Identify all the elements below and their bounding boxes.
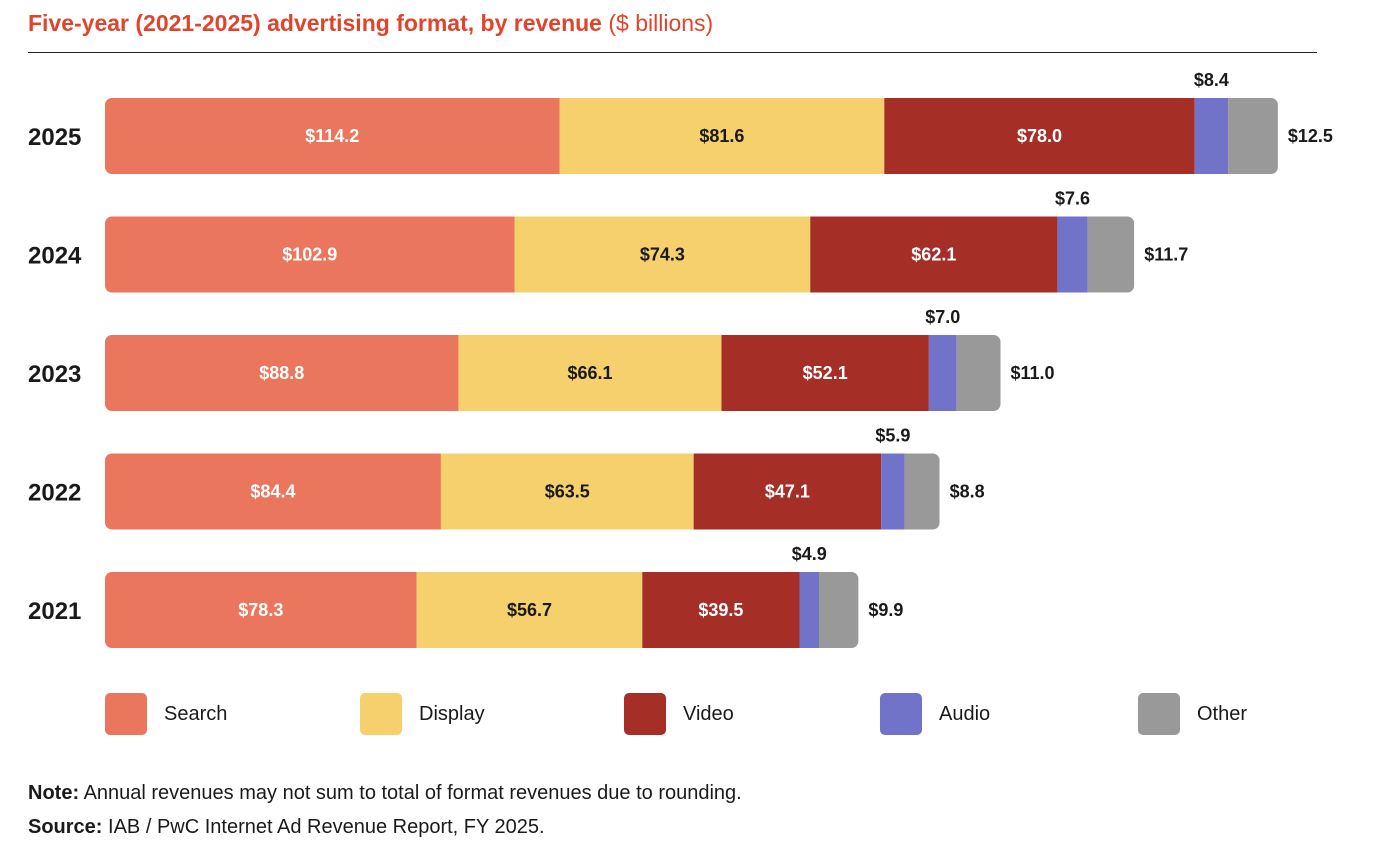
- bar-segment-search-2025: [105, 98, 560, 174]
- bar-segment-video-2023: [721, 335, 929, 411]
- bar-segment-display-2023: [458, 335, 722, 411]
- year-label-2021: 2021: [28, 598, 81, 625]
- legend-item-display: Display: [360, 692, 485, 736]
- legend-item-search: Search: [105, 692, 227, 736]
- bar-segment-search-2023: [105, 335, 459, 411]
- data-label-audio-2024: $7.6: [1055, 189, 1090, 209]
- data-label-audio-2022: $5.9: [875, 426, 910, 446]
- chart-title-main: Five-year (2021-2025) advertising format…: [28, 10, 602, 36]
- data-label-other-2025: $12.5: [1288, 126, 1333, 146]
- chart-title: Five-year (2021-2025) advertising format…: [28, 8, 713, 38]
- year-label-2024: 2024: [28, 243, 82, 270]
- year-label-2025: 2025: [28, 124, 81, 151]
- chart-notes: Note: Annual revenues may not sum to tot…: [28, 776, 742, 844]
- data-label-other-2023: $11.0: [1011, 363, 1055, 383]
- data-label-other-2021: $9.9: [868, 600, 903, 620]
- bar-segment-video-2025: [884, 98, 1195, 174]
- data-label-display-2025: $81.6: [699, 126, 744, 146]
- year-label-2023: 2023: [28, 361, 81, 388]
- data-label-video-2025: $78.0: [1017, 126, 1062, 146]
- title-divider: [28, 52, 1317, 53]
- data-label-display-2023: $66.1: [567, 363, 612, 383]
- bar-row-2022: 2022 $84.4 $63.5 $47.1 $5.9 $8.8: [28, 426, 985, 530]
- data-label-video-2021: $39.5: [698, 600, 743, 620]
- legend-item-audio: Audio: [880, 692, 990, 736]
- data-label-video-2023: $52.1: [803, 363, 848, 383]
- bar-segment-audio-2023: [928, 335, 957, 411]
- bar-segment-search-2021: [105, 572, 417, 648]
- legend-swatch-other: [1138, 693, 1180, 735]
- data-label-audio-2021: $4.9: [792, 544, 827, 564]
- data-label-search-2025: $114.2: [305, 126, 359, 146]
- legend-label-search: Search: [164, 702, 228, 725]
- bar-segment-audio-2024: [1057, 216, 1088, 293]
- data-label-display-2024: $74.3: [640, 245, 685, 265]
- bar-segment-display-2025: [559, 98, 885, 174]
- bar-segment-other-2024: [1087, 216, 1135, 293]
- note-text: Annual revenues may not sum to total of …: [83, 782, 742, 804]
- legend-swatch-display: [360, 693, 402, 735]
- legend-label-display: Display: [419, 702, 485, 725]
- source-line: Source: IAB / PwC Internet Ad Revenue Re…: [28, 810, 742, 844]
- data-label-search-2021: $78.3: [238, 600, 283, 620]
- source-label: Source:: [28, 816, 103, 838]
- bar-row-2021: 2021 $78.3 $56.7 $39.5 $4.9 $9.9: [28, 544, 903, 648]
- bar-segment-search-2024: [105, 216, 515, 293]
- chart-legend: Search Display Video Audio Other: [0, 692, 1386, 736]
- data-label-audio-2025: $8.4: [1194, 70, 1229, 90]
- legend-label-audio: Audio: [939, 702, 991, 725]
- legend-swatch-video: [624, 693, 666, 735]
- bar-row-2025: 2025 $114.2 $81.6 $78.0 $8.4 $12.5: [28, 70, 1333, 174]
- data-label-other-2024: $11.7: [1144, 245, 1188, 265]
- bar-segment-other-2025: [1228, 98, 1278, 174]
- source-text: IAB / PwC Internet Ad Revenue Report, FY…: [108, 816, 545, 838]
- bar-segment-display-2024: [514, 216, 811, 293]
- legend-label-other: Other: [1197, 702, 1248, 725]
- data-label-audio-2023: $7.0: [925, 307, 960, 327]
- bar-segment-other-2022: [904, 453, 940, 530]
- chart-title-unit: ($ billions): [608, 10, 714, 36]
- data-label-search-2024: $102.9: [282, 245, 337, 265]
- legend-item-video: Video: [624, 692, 734, 736]
- bar-row-2023: 2023 $88.8 $66.1 $52.1 $7.0 $11.0: [28, 307, 1055, 411]
- note-label: Note:: [28, 782, 80, 804]
- data-label-display-2021: $56.7: [507, 600, 552, 620]
- bar-segment-video-2024: [810, 216, 1058, 293]
- bar-row-2024: 2024 $102.9 $74.3 $62.1 $7.6 $11.7: [28, 189, 1188, 293]
- bar-segment-video-2022: [693, 453, 882, 530]
- data-label-search-2023: $88.8: [259, 363, 304, 383]
- legend-item-other: Other: [1138, 692, 1247, 736]
- legend-swatch-search: [105, 693, 147, 735]
- bar-segment-display-2021: [416, 572, 643, 648]
- bar-segment-audio-2021: [799, 572, 820, 648]
- year-label-2022: 2022: [28, 480, 81, 507]
- bar-segment-search-2022: [105, 453, 441, 530]
- bar-segment-video-2021: [642, 572, 800, 648]
- bar-segment-audio-2022: [881, 453, 905, 530]
- bar-segment-other-2021: [819, 572, 859, 648]
- bar-segment-other-2023: [956, 335, 1001, 411]
- note-line: Note: Annual revenues may not sum to tot…: [28, 776, 742, 810]
- data-label-other-2022: $8.8: [950, 482, 985, 502]
- data-label-display-2022: $63.5: [545, 482, 590, 502]
- bar-segment-audio-2025: [1194, 98, 1229, 174]
- stacked-bar-chart: 2025 $114.2 $81.6 $78.0 $8.4 $12.5 2024 $102.9 $…: [28, 70, 1333, 648]
- data-label-search-2022: $84.4: [250, 482, 295, 502]
- legend-label-video: Video: [683, 702, 734, 725]
- legend-swatch-audio: [880, 693, 922, 735]
- bar-segment-display-2022: [440, 453, 694, 530]
- data-label-video-2022: $47.1: [765, 482, 810, 502]
- data-label-video-2024: $62.1: [911, 245, 956, 265]
